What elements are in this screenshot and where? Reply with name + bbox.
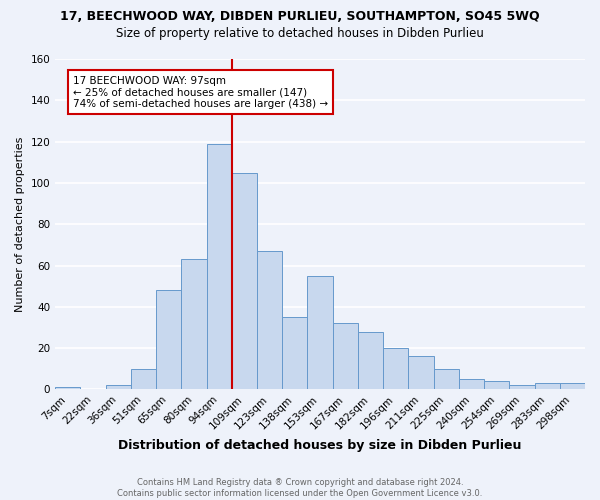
Bar [307, 276, 332, 390]
Bar [181, 260, 206, 390]
Bar [535, 384, 560, 390]
Bar [257, 251, 282, 390]
Bar [459, 379, 484, 390]
Bar [560, 384, 585, 390]
Bar [156, 290, 181, 390]
Bar [206, 144, 232, 390]
Bar [409, 356, 434, 390]
Text: Contains HM Land Registry data ® Crown copyright and database right 2024.
Contai: Contains HM Land Registry data ® Crown c… [118, 478, 482, 498]
Bar [332, 324, 358, 390]
Y-axis label: Number of detached properties: Number of detached properties [15, 136, 25, 312]
Bar [434, 369, 459, 390]
Bar [55, 388, 80, 390]
Bar [232, 172, 257, 390]
Bar [106, 386, 131, 390]
Bar [484, 381, 509, 390]
Bar [131, 369, 156, 390]
Text: 17, BEECHWOOD WAY, DIBDEN PURLIEU, SOUTHAMPTON, SO45 5WQ: 17, BEECHWOOD WAY, DIBDEN PURLIEU, SOUTH… [60, 10, 540, 23]
Bar [509, 386, 535, 390]
Bar [358, 332, 383, 390]
Text: 17 BEECHWOOD WAY: 97sqm
← 25% of detached houses are smaller (147)
74% of semi-d: 17 BEECHWOOD WAY: 97sqm ← 25% of detache… [73, 76, 328, 108]
Text: Size of property relative to detached houses in Dibden Purlieu: Size of property relative to detached ho… [116, 28, 484, 40]
Bar [282, 317, 307, 390]
Bar [383, 348, 409, 390]
X-axis label: Distribution of detached houses by size in Dibden Purlieu: Distribution of detached houses by size … [118, 440, 522, 452]
